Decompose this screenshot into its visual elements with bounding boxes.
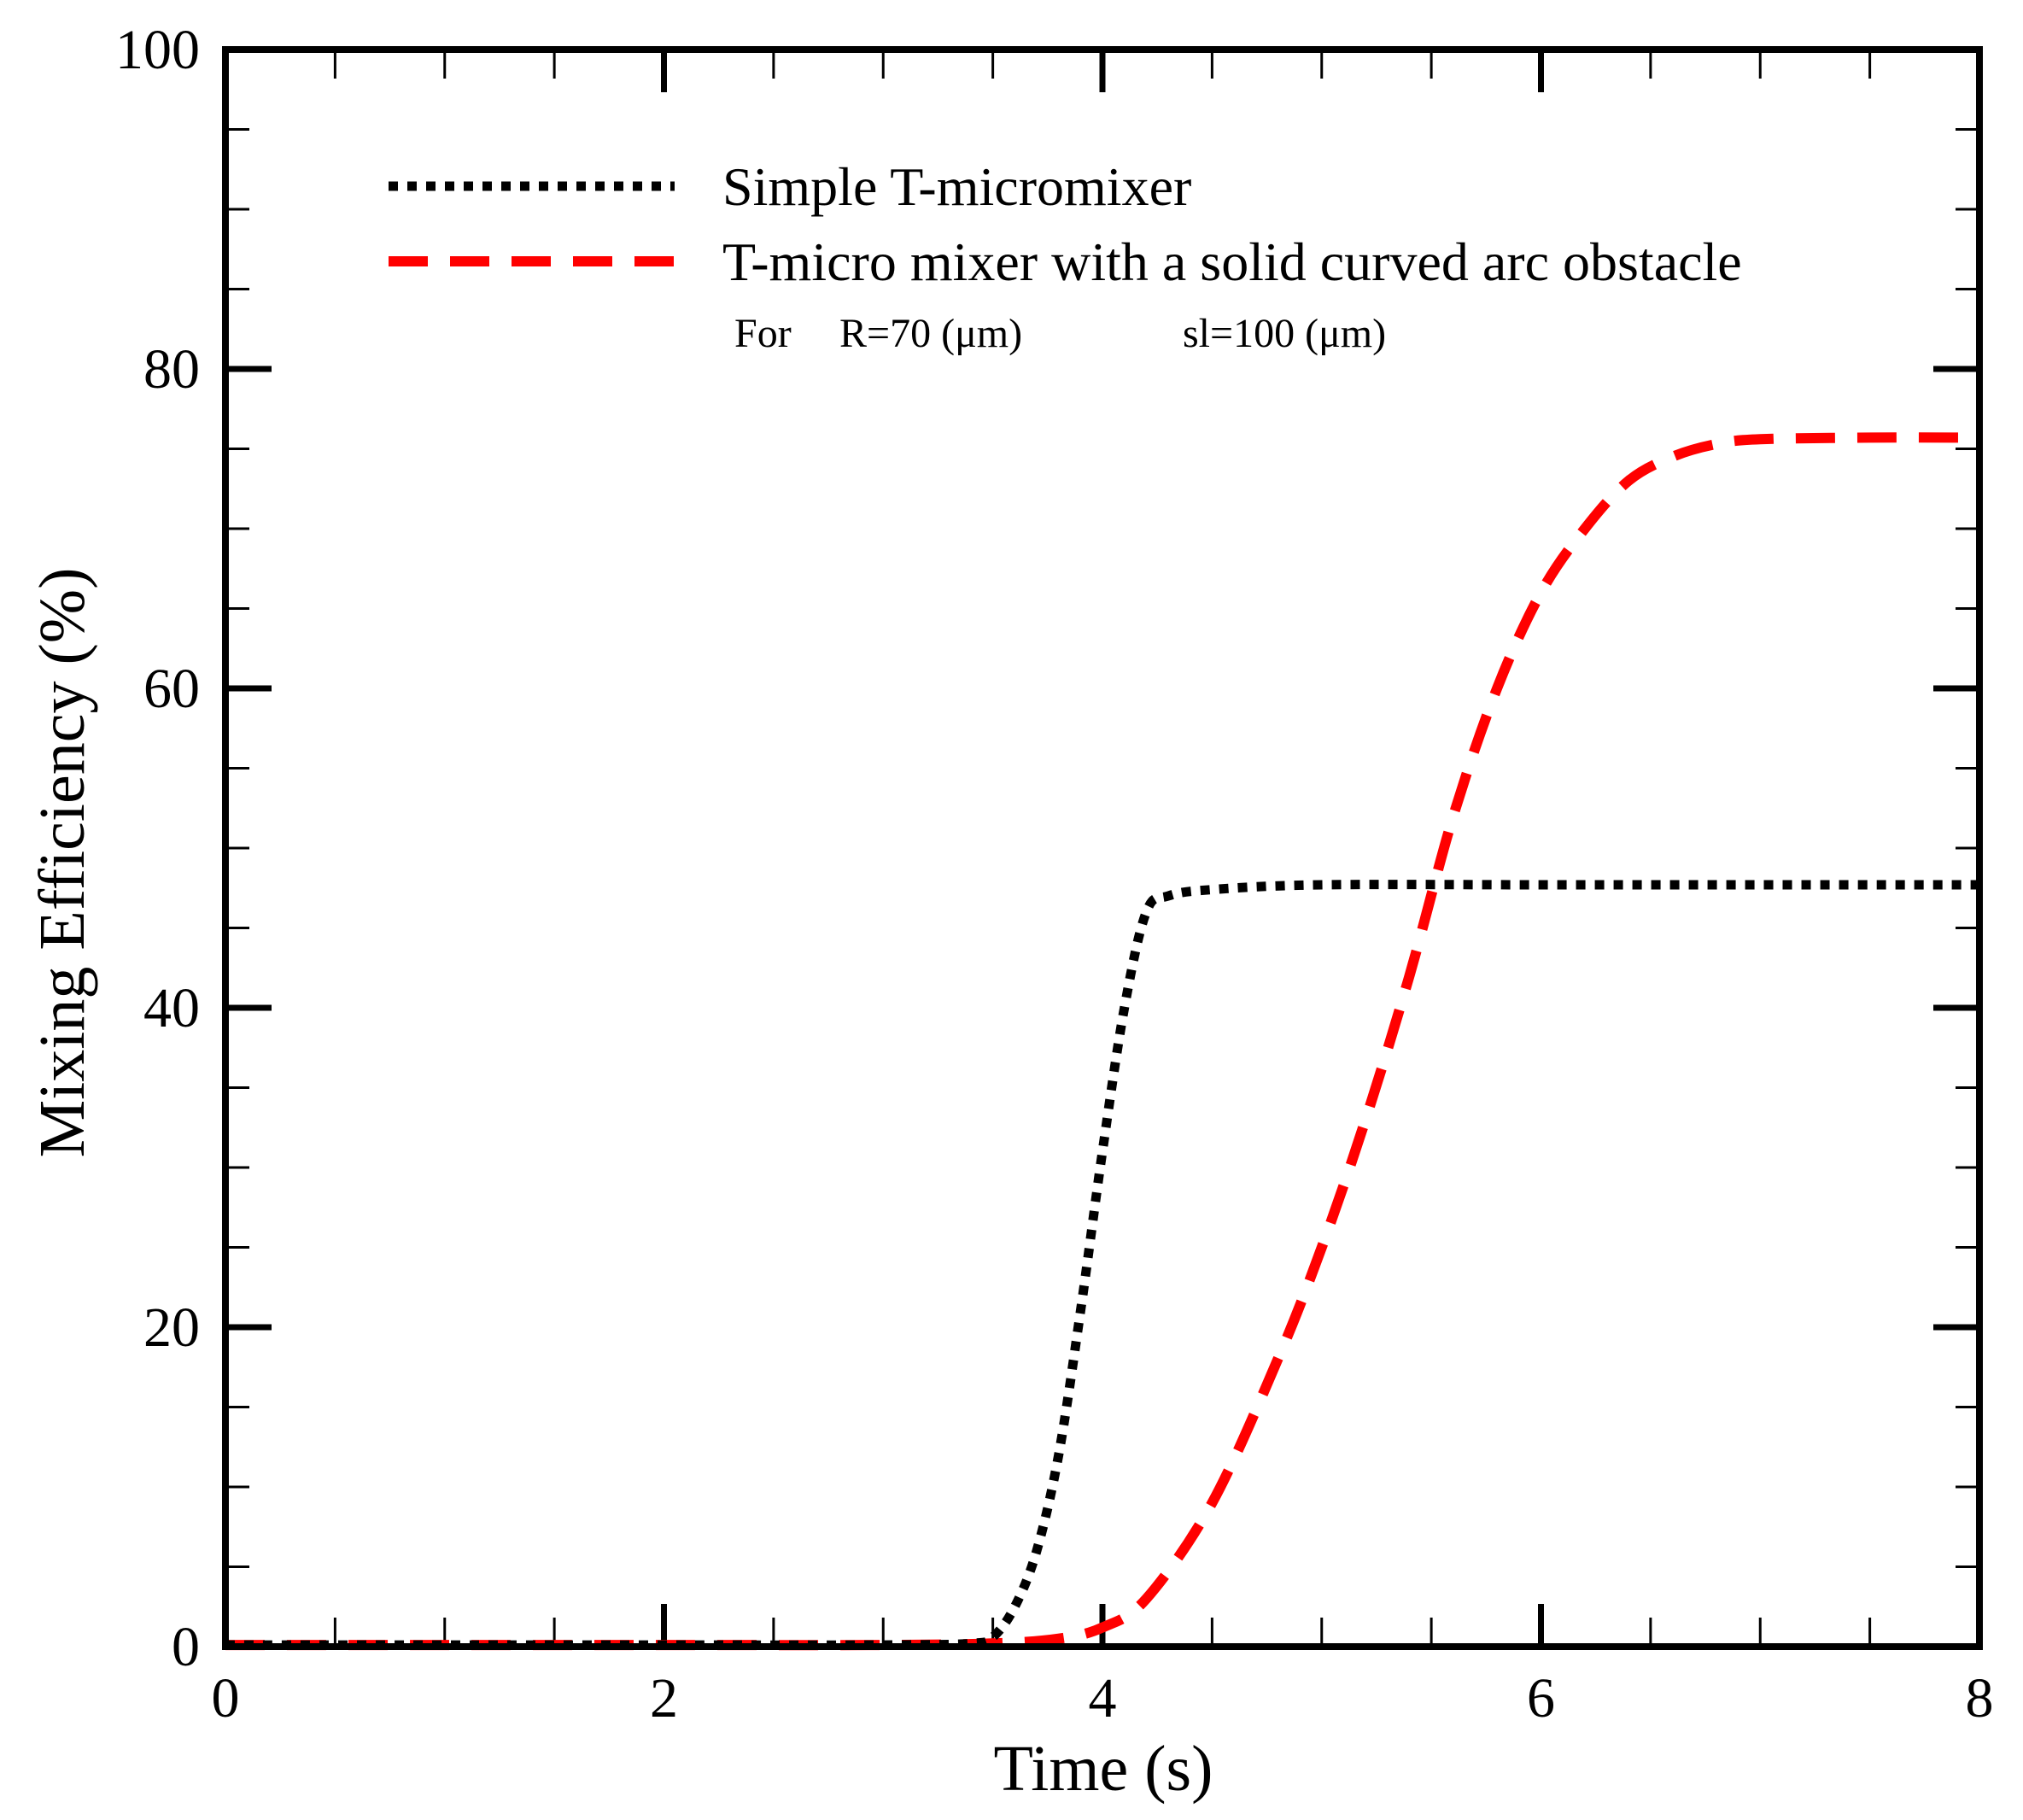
plot-frame	[222, 46, 1983, 1650]
y-tick-labels: 0 20 40 60 80 100	[115, 19, 200, 1678]
legend-note-sl-value: sl=100 (μm)	[1183, 311, 1386, 356]
y-axis-title: Mixing Efficiency (%)	[26, 568, 98, 1158]
x-tick-labels: 0 2 4 6 8	[212, 1667, 1994, 1729]
y-tick-label: 80	[143, 338, 200, 401]
x-tick-label: 8	[1966, 1667, 1994, 1729]
legend-note-r-value: R=70 (μm)	[839, 311, 1022, 356]
x-tick-label: 2	[650, 1667, 678, 1729]
y-tick-label: 60	[143, 658, 200, 720]
x-axis-title: Time (s)	[994, 1733, 1213, 1805]
y-tick-label: 100	[115, 19, 200, 81]
legend: Simple T-micromixer T-micro mixer with a…	[389, 156, 1742, 356]
x-tick-label: 4	[1089, 1667, 1117, 1729]
series-line-arc-obstacle	[225, 432, 1980, 1651]
legend-note-prefix: For	[734, 311, 792, 356]
y-tick-label: 40	[143, 977, 200, 1039]
y-tick-label: 20	[143, 1296, 200, 1359]
legend-label-simple-t-micromixer: Simple T-micromixer	[722, 156, 1191, 217]
legend-label-arc-obstacle: T-micro mixer with a solid curved arc ob…	[722, 231, 1742, 292]
x-tick-label: 6	[1527, 1667, 1555, 1729]
y-tick-label: 0	[172, 1616, 200, 1678]
x-tick-label: 0	[212, 1667, 240, 1729]
